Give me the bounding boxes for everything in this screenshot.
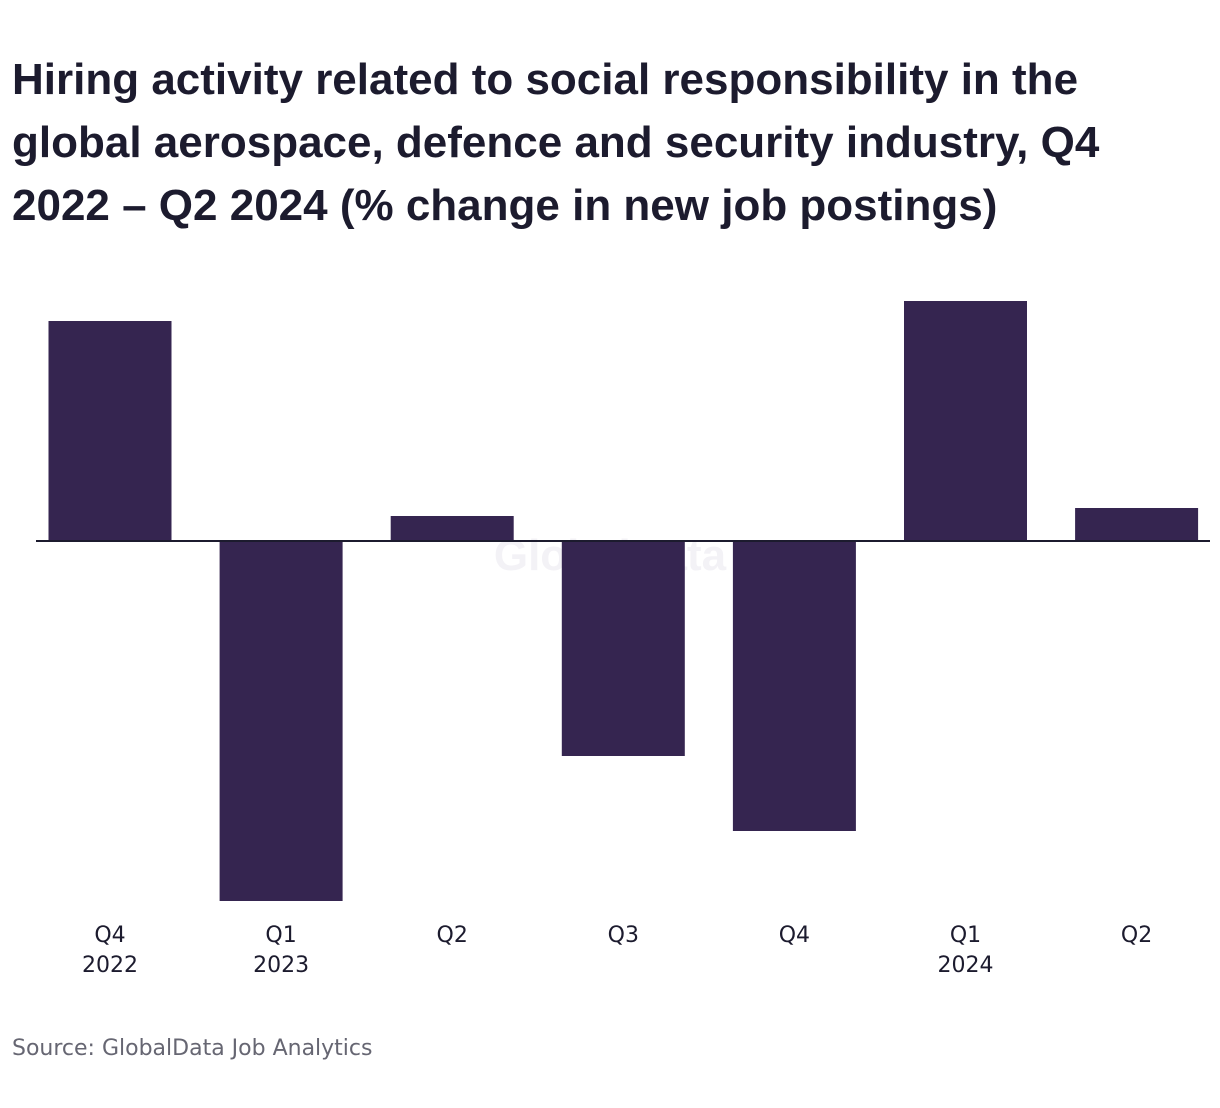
bar-5: [904, 301, 1027, 541]
x-tick-year-1: 2023: [253, 953, 309, 978]
bar-2: [390, 516, 514, 541]
x-tick-year-5: 2024: [938, 953, 994, 978]
source-note: Source: GlobalData Job Analytics: [12, 1036, 373, 1061]
bar-4: [732, 541, 856, 831]
x-tick-label-2: Q2: [437, 923, 468, 948]
x-tick-year-0: 2022: [82, 953, 138, 978]
x-tick-label-1: Q1: [265, 923, 296, 948]
bar-0: [48, 321, 172, 541]
x-tick-label-3: Q3: [608, 923, 639, 948]
chart-title: Hiring activity related to social respon…: [12, 55, 1100, 230]
x-tick-labels: Q4 2022 Q1 2023 Q2 Q3 Q4 Q1 2024 Q2: [82, 923, 1152, 978]
bar-3: [561, 541, 685, 756]
x-tick-label-6: Q2: [1121, 923, 1152, 948]
bars-group: [48, 301, 1199, 901]
bar-6: [1075, 508, 1199, 541]
x-tick-label-0: Q4: [94, 923, 125, 948]
bar-1: [219, 541, 343, 901]
x-tick-label-4: Q4: [779, 923, 810, 948]
x-tick-label-5: Q1: [950, 923, 981, 948]
